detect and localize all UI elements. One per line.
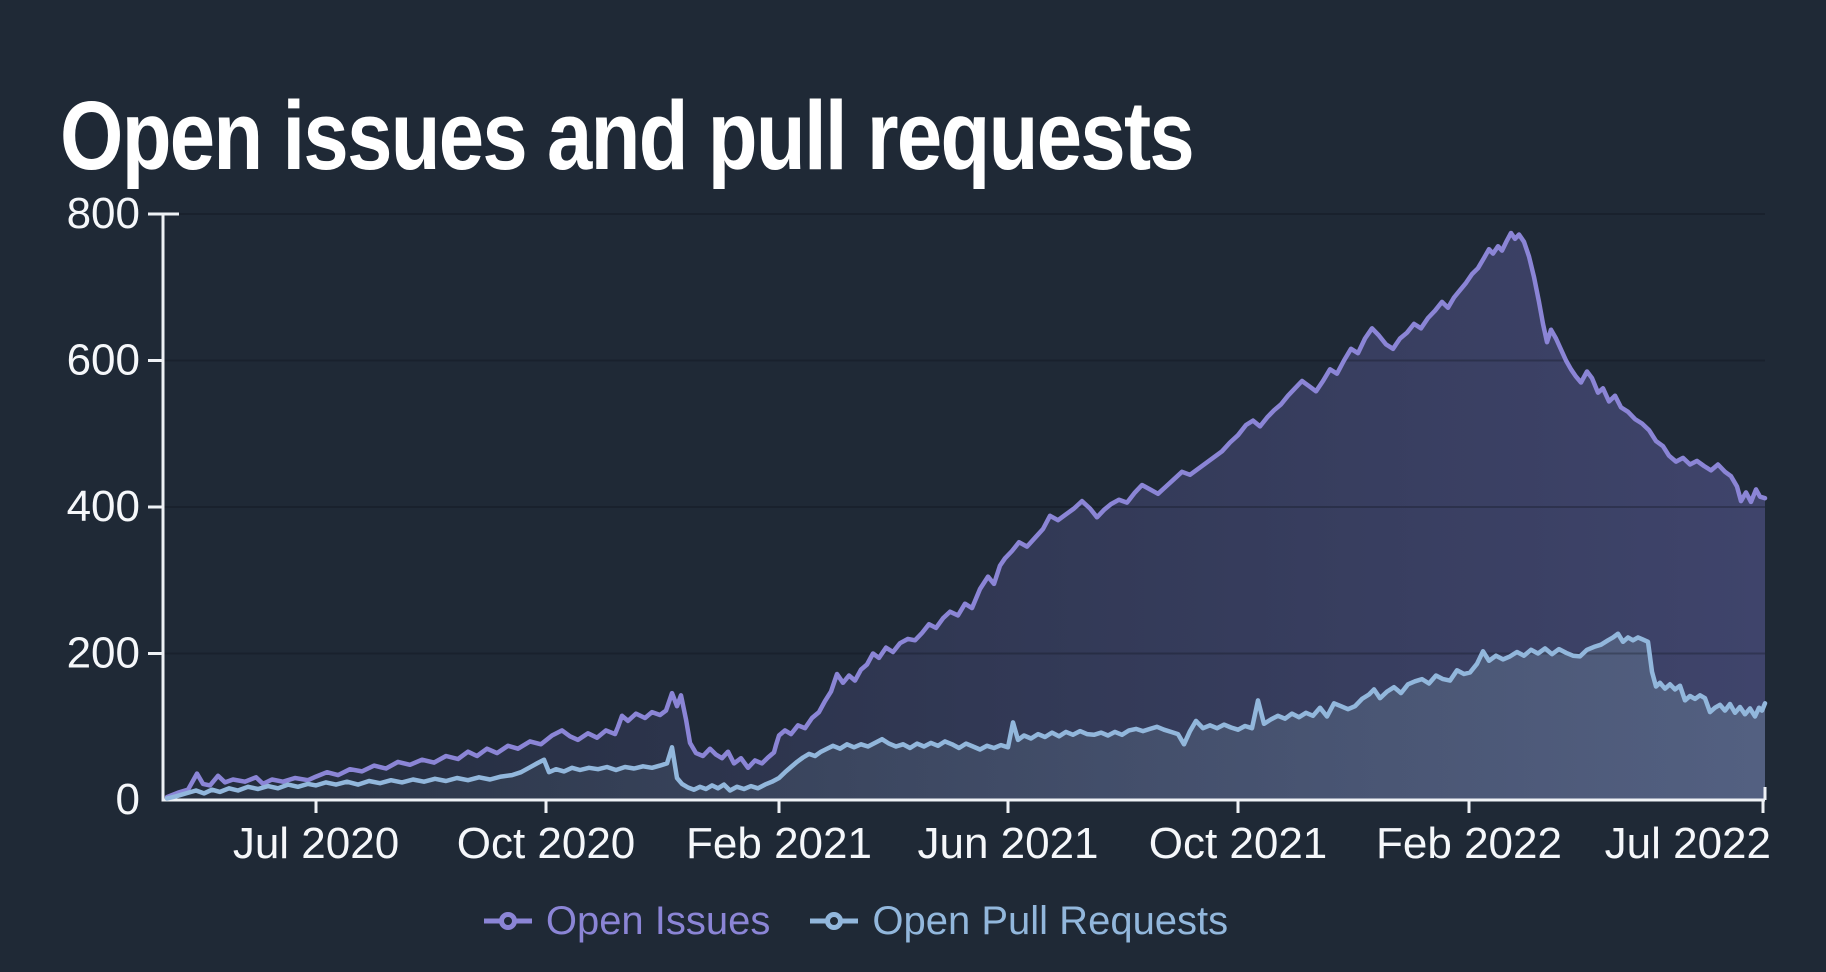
open-pull-requests-area[interactable] [167,633,1765,800]
x-tick-label-5: Feb 2022 [1376,819,1562,868]
y-tick-label-800: 800 [67,189,140,238]
open-issues-area[interactable] [167,233,1765,800]
x-tick-label-6: Jul 2022 [1605,819,1771,868]
open-issues-legend-marker-icon [483,912,532,930]
y-tick-label-400: 400 [67,482,140,531]
x-tick-label-0: Jul 2020 [233,819,399,868]
legend-label-open-issues: Open Issues [545,899,771,943]
y-tick-label-200: 200 [67,629,140,678]
open-pull-requests-legend-marker-icon [810,912,859,930]
legend-item-open-issues[interactable]: Open Issues [482,899,771,943]
x-tick-label-2: Feb 2021 [686,819,872,868]
legend-label-open-pull-requests: Open Pull Requests [872,899,1229,943]
chart-legend: Open Issues Open Pull Requests [0,901,1768,941]
open-pull-requests-line[interactable] [164,631,1768,801]
x-tick-label-4: Oct 2021 [1149,819,1328,868]
legend-item-open-pull-requests[interactable]: Open Pull Requests [808,901,1228,941]
y-tick-label-0: 0 [116,775,140,824]
open-issues-line[interactable] [164,230,1768,800]
y-tick-label-600: 600 [67,336,140,385]
x-tick-label-1: Oct 2020 [457,819,636,868]
page-title: Open issues and pull requests [60,80,1195,190]
x-tick-label-3: Jun 2021 [917,819,1098,868]
